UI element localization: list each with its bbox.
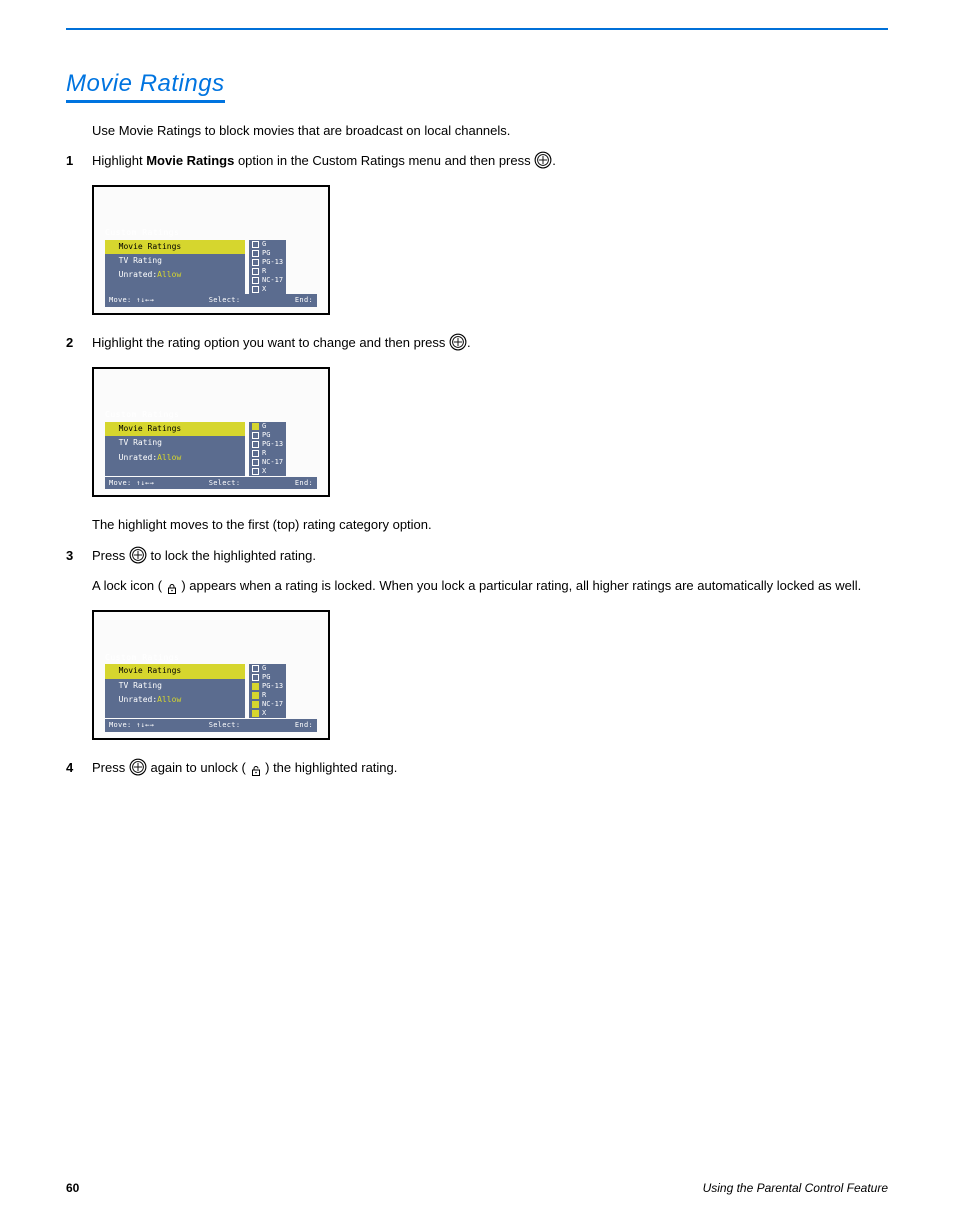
section-title: Movie Ratings (66, 70, 225, 103)
enter-button-icon (129, 546, 147, 570)
hint-move: Move: ↑↓←→ (109, 478, 154, 489)
hint-end: End: (295, 478, 313, 489)
osd-title: Custom Ratings (105, 227, 317, 239)
step-2-note: The highlight moves to the first (top) r… (92, 515, 888, 535)
screenshot-2: Custom Ratings Movie Ratings TV Rating U… (92, 367, 888, 497)
step-4-text-a: Press (92, 760, 129, 775)
hint-select: Select: (209, 720, 241, 731)
osd-line-unrated: Unrated:Allow (105, 693, 245, 707)
step-2-text: Highlight the rating option you want to … (92, 335, 449, 350)
step-3-mid: to lock the highlighted rating. (150, 548, 316, 563)
osd-line-tv: TV Rating (105, 436, 245, 450)
osd-left-panel: Movie Ratings TV Rating Unrated:Allow (105, 664, 245, 718)
osd-hint-bar: Move: ↑↓←→ Select: End: (105, 719, 317, 732)
osd-ratings-panel: G PG PG-13 R NC-17 X (249, 422, 286, 476)
step-3-post2: ) appears when a rating is locked. When … (181, 578, 861, 593)
osd-line-movie: Movie Ratings (105, 240, 245, 254)
step-2: 2 Highlight the rating option you want t… (66, 333, 888, 357)
screenshot-1: Custom Ratings Movie Ratings TV Rating U… (92, 185, 888, 315)
osd-title: Custom Ratings (105, 409, 317, 421)
rating-box-locked (252, 701, 259, 708)
hint-move: Move: ↑↓←→ (109, 720, 154, 731)
top-rule (66, 28, 888, 30)
osd-line-tv: TV Rating (105, 679, 245, 693)
enter-button-icon (534, 151, 552, 175)
osd-screen-3: Custom Ratings Movie Ratings TV Rating U… (92, 610, 330, 740)
osd-line-movie: Movie Ratings (105, 664, 245, 678)
screenshot-3: Custom Ratings Movie Ratings TV Rating U… (92, 610, 888, 740)
rating-box-locked (252, 710, 259, 717)
lock-icon (166, 580, 178, 600)
step-4: 4 Press again to unlock ( ) the highligh… (66, 758, 888, 782)
osd-title: Custom Ratings (105, 652, 317, 664)
enter-button-icon (129, 758, 147, 782)
osd-line-unrated: Unrated:Allow (105, 451, 245, 465)
hint-select: Select: (209, 478, 241, 489)
osd-screen-1: Custom Ratings Movie Ratings TV Rating U… (92, 185, 330, 315)
step-number: 3 (66, 546, 92, 566)
osd-hint-bar: Move: ↑↓←→ Select: End: (105, 294, 317, 307)
page-footer: 60 Using the Parental Control Feature (66, 1181, 888, 1195)
step-1-bold: Movie Ratings (146, 153, 234, 168)
osd-left-panel: Movie Ratings TV Rating Unrated:Allow (105, 422, 245, 476)
step-3: 3 Press to lock the highlighted rating. … (66, 546, 888, 600)
unlock-icon (250, 762, 262, 782)
step-number: 4 (66, 758, 92, 778)
enter-button-icon (449, 333, 467, 357)
step-1-text-b: option in the Custom Ratings menu and th… (234, 153, 534, 168)
step-3-text-a: Press (92, 548, 129, 563)
step-1: 1 Highlight Movie Ratings option in the … (66, 151, 888, 175)
step-1-text-a: Highlight (92, 153, 146, 168)
hint-end: End: (295, 295, 313, 306)
osd-hint-bar: Move: ↑↓←→ Select: End: (105, 477, 317, 490)
intro-text: Use Movie Ratings to block movies that a… (92, 121, 888, 141)
osd-ratings-panel: G PG PG-13 R NC-17 X (249, 664, 286, 718)
step-4-post2: ) the highlighted rating. (265, 760, 397, 775)
rating-box-locked (252, 692, 259, 699)
footer-chapter: Using the Parental Control Feature (703, 1181, 888, 1195)
hint-select: Select: (209, 295, 241, 306)
osd-line-movie: Movie Ratings (105, 422, 245, 436)
rating-box-locked (252, 683, 259, 690)
step-number: 1 (66, 151, 92, 171)
osd-screen-2: Custom Ratings Movie Ratings TV Rating U… (92, 367, 330, 497)
footer-page-number: 60 (66, 1181, 79, 1195)
step-4-mid: again to unlock ( (150, 760, 245, 775)
rating-box-highlighted (252, 423, 259, 430)
hint-move: Move: ↑↓←→ (109, 295, 154, 306)
step-number: 2 (66, 333, 92, 353)
osd-ratings-panel: G PG PG-13 R NC-17 X (249, 240, 286, 294)
osd-line-unrated: Unrated:Allow (105, 268, 245, 282)
osd-left-panel: Movie Ratings TV Rating Unrated:Allow (105, 240, 245, 294)
hint-end: End: (295, 720, 313, 731)
osd-line-tv: TV Rating (105, 254, 245, 268)
step-3-post: A lock icon ( (92, 578, 162, 593)
